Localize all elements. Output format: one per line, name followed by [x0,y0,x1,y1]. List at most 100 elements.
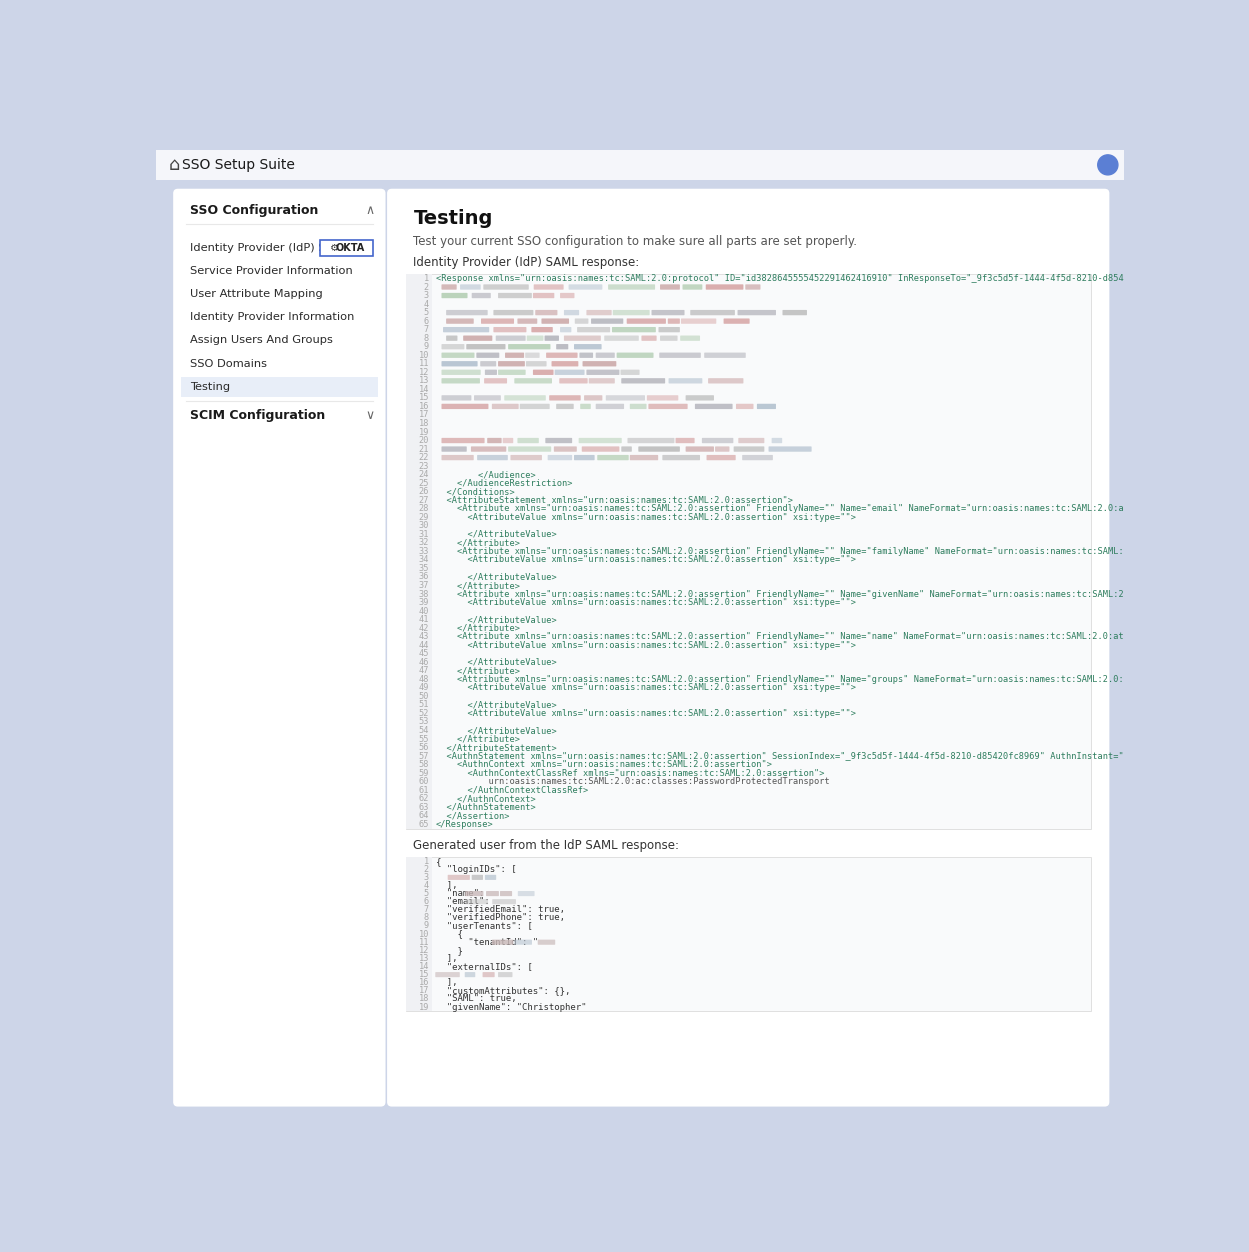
Text: </Response>: </Response> [436,820,493,829]
FancyBboxPatch shape [517,318,537,324]
FancyBboxPatch shape [517,438,538,443]
FancyBboxPatch shape [706,284,743,289]
FancyBboxPatch shape [596,403,624,409]
Text: 8: 8 [423,334,428,343]
Text: 9: 9 [423,921,428,930]
Text: 17: 17 [418,411,428,419]
Text: <Attribute xmlns="urn:oasis:names:tc:SAML:2.0:assertion" FriendlyName="" Name="g: <Attribute xmlns="urn:oasis:names:tc:SAM… [436,590,1177,598]
Text: <AttributeValue xmlns="urn:oasis:names:tc:SAML:2.0:assertion" xsi:type="">: <AttributeValue xmlns="urn:oasis:names:t… [436,641,856,650]
Text: </Audience>: </Audience> [436,471,536,480]
FancyBboxPatch shape [493,327,526,332]
Text: </AudienceRestriction>: </AudienceRestriction> [436,478,572,488]
Bar [156,150,1124,179]
FancyBboxPatch shape [681,318,716,324]
Text: <Response xmlns="urn:oasis:names:tc:SAML:2.0:protocol" ID="id3828645555452291462: <Response xmlns="urn:oasis:names:tc:SAML… [436,274,1187,283]
Text: </AuthnStatement>: </AuthnStatement> [436,803,536,811]
FancyBboxPatch shape [605,336,638,341]
Text: 2: 2 [423,865,428,874]
Text: 46: 46 [418,657,428,667]
FancyBboxPatch shape [659,284,679,289]
FancyBboxPatch shape [642,336,657,341]
Text: 3: 3 [423,290,428,300]
Text: SSO Setup Suite: SSO Setup Suite [182,158,295,172]
Text: Service Provider Information: Service Provider Information [190,267,353,277]
Text: 59: 59 [418,769,428,777]
FancyBboxPatch shape [515,940,532,945]
FancyBboxPatch shape [606,396,644,401]
FancyBboxPatch shape [617,353,653,358]
Text: 21: 21 [418,444,428,453]
Text: <Attribute xmlns="urn:oasis:names:tc:SAML:2.0:assertion" FriendlyName="" Name="f: <Attribute xmlns="urn:oasis:names:tc:SAM… [436,547,1177,556]
FancyBboxPatch shape [511,454,542,461]
FancyBboxPatch shape [436,972,460,978]
Text: 11: 11 [418,938,428,947]
FancyBboxPatch shape [723,318,749,324]
Text: 52: 52 [418,709,428,717]
FancyBboxPatch shape [538,940,556,945]
FancyBboxPatch shape [575,454,595,461]
FancyBboxPatch shape [550,396,581,401]
FancyBboxPatch shape [597,454,628,461]
Text: </AttributeValue>: </AttributeValue> [436,726,557,735]
Text: 18: 18 [418,419,428,428]
Text: <AttributeValue xmlns="urn:oasis:names:tc:SAML:2.0:assertion" xsi:type="">: <AttributeValue xmlns="urn:oasis:names:t… [436,513,856,522]
Text: 36: 36 [418,572,428,581]
Text: 31: 31 [418,530,428,538]
Text: 18: 18 [418,994,428,1003]
FancyBboxPatch shape [736,403,753,409]
FancyBboxPatch shape [441,438,485,443]
FancyBboxPatch shape [500,891,512,896]
FancyBboxPatch shape [577,327,610,332]
FancyBboxPatch shape [686,396,714,401]
FancyBboxPatch shape [746,284,761,289]
FancyBboxPatch shape [686,447,714,452]
Text: "email":: "email": [436,898,490,906]
Text: SSO Domains: SSO Domains [190,358,267,368]
FancyBboxPatch shape [757,403,776,409]
Text: 26: 26 [418,487,428,496]
FancyBboxPatch shape [627,318,666,324]
FancyBboxPatch shape [708,378,743,383]
Text: 63: 63 [418,803,428,811]
Text: "verifiedEmail": true,: "verifiedEmail": true, [436,905,565,914]
Text: 28: 28 [418,505,428,513]
FancyBboxPatch shape [629,403,647,409]
Text: 40: 40 [418,607,428,616]
FancyBboxPatch shape [613,310,649,316]
Text: "verifiedPhone": true,: "verifiedPhone": true, [436,914,565,923]
FancyBboxPatch shape [496,336,526,341]
Text: 29: 29 [418,513,428,522]
Text: SCIM Configuration: SCIM Configuration [190,408,326,422]
Text: 25: 25 [418,478,428,488]
Text: SSO Configuration: SSO Configuration [190,204,318,217]
FancyBboxPatch shape [460,284,481,289]
FancyBboxPatch shape [733,447,764,452]
FancyBboxPatch shape [621,378,666,383]
Text: Testing: Testing [413,209,493,228]
FancyBboxPatch shape [493,310,533,316]
Circle shape [1098,155,1118,175]
Text: "name":: "name": [436,889,490,898]
FancyBboxPatch shape [471,447,506,452]
Text: 33: 33 [418,547,428,556]
FancyBboxPatch shape [508,344,551,349]
Text: 64: 64 [418,811,428,820]
FancyBboxPatch shape [485,875,496,880]
FancyBboxPatch shape [652,310,684,316]
Text: 10: 10 [418,351,428,359]
FancyBboxPatch shape [463,336,492,341]
FancyBboxPatch shape [658,327,679,332]
FancyBboxPatch shape [472,293,491,298]
FancyBboxPatch shape [737,310,776,316]
Text: 15: 15 [418,970,428,979]
Text: 6: 6 [423,317,428,326]
FancyBboxPatch shape [515,378,552,383]
Text: 8: 8 [423,914,428,923]
Text: urn:oasis:names:tc:SAML:2.0:ac:classes:PasswordProtectedTransport: urn:oasis:names:tc:SAML:2.0:ac:classes:P… [436,777,829,786]
Text: 37: 37 [418,581,428,590]
FancyBboxPatch shape [441,403,488,409]
Text: 7: 7 [423,905,428,914]
Bar [406,274,432,829]
Bar [406,858,432,1012]
Text: 55: 55 [418,735,428,744]
